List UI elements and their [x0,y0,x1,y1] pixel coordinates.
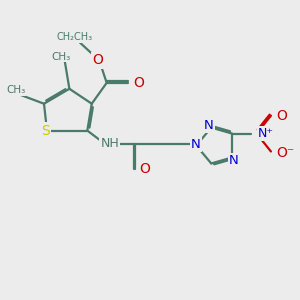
Text: N: N [204,119,214,132]
Text: N: N [229,154,238,167]
Text: CH₃: CH₃ [6,85,25,95]
Text: CH₃: CH₃ [52,52,71,61]
Text: O⁻: O⁻ [276,146,295,160]
Text: O: O [92,53,103,68]
Text: N⁺: N⁺ [257,127,274,140]
Text: O: O [139,162,150,176]
Text: O: O [276,109,287,123]
Text: O: O [133,76,144,90]
Text: CH₂CH₃: CH₂CH₃ [56,32,92,42]
Text: NH: NH [100,137,119,150]
Text: N: N [191,137,201,151]
Text: S: S [41,124,50,138]
